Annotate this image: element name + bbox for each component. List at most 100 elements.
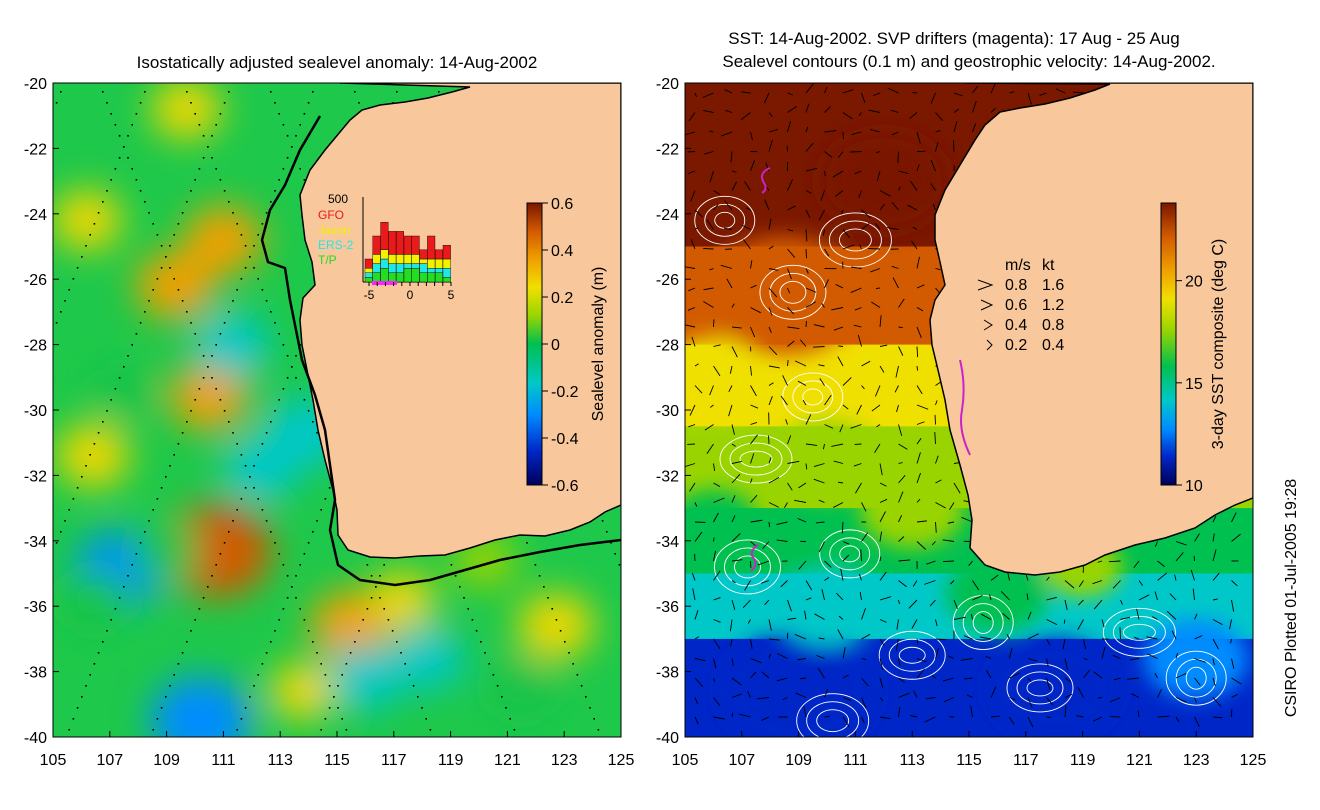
- velocity-arrow: [875, 223, 881, 230]
- track-dot: [286, 377, 289, 379]
- track-dot: [328, 707, 331, 709]
- velocity-arrow: [787, 340, 795, 347]
- velocity-arrow: [750, 326, 756, 338]
- left-title: Isostatically adjusted sealevel anomaly:…: [137, 53, 538, 72]
- inset-bar-Jason: [388, 254, 397, 264]
- velocity-arrow: [935, 619, 938, 627]
- track-dot: [211, 355, 213, 357]
- velocity-arrow: [879, 677, 884, 688]
- velocity-arrow: [804, 610, 807, 620]
- velocity-arrow: [824, 86, 828, 94]
- velocity-arrow: [816, 654, 825, 659]
- colorbar-tick-label: -0.6: [551, 478, 579, 495]
- velocity-arrow: [1077, 599, 1084, 606]
- track-dot: [257, 234, 259, 236]
- track-dot: [257, 498, 259, 500]
- velocity-legend-arrow: [977, 279, 994, 291]
- track-dot: [89, 674, 91, 676]
- track-dot: [186, 641, 188, 643]
- track-dot: [270, 641, 272, 643]
- velocity-arrow: [832, 170, 844, 178]
- velocity-arrow: [861, 697, 867, 709]
- track-dot: [265, 300, 268, 302]
- velocity-arrow: [787, 248, 796, 258]
- velocity-arrow: [768, 307, 773, 316]
- left-colorbar-label: Sealevel anomaly (m): [590, 267, 607, 422]
- velocity-arrow: [720, 131, 733, 137]
- velocity-arrow: [1154, 591, 1158, 601]
- velocity-arrow: [768, 218, 772, 230]
- right-title: SST: 14-Aug-2002. SVP drifters (magenta)…: [728, 29, 1179, 48]
- velocity-arrow: [818, 637, 825, 640]
- track-dot: [160, 267, 163, 269]
- velocity-arrow: [1138, 580, 1144, 586]
- velocity-arrow: [1171, 630, 1177, 640]
- track-dot: [265, 652, 268, 654]
- velocity-arrow: [990, 574, 999, 581]
- right-y-tick-label: -30: [656, 403, 679, 420]
- velocity-arrow: [805, 597, 812, 601]
- velocity-arrow: [704, 424, 714, 431]
- velocity-arrow: [757, 560, 770, 566]
- velocity-arrow: [1154, 672, 1158, 679]
- velocity-arrow: [990, 715, 1000, 718]
- velocity-arrow: [1231, 533, 1241, 542]
- track-dot: [156, 498, 159, 500]
- velocity-arrow: [703, 151, 714, 155]
- velocity-arrow: [703, 301, 714, 308]
- velocity-arrow: [805, 414, 812, 425]
- velocity-arrow: [782, 697, 788, 701]
- inset-x-ticks: -5 0 5: [364, 282, 455, 302]
- velocity-arrow: [935, 268, 941, 271]
- track-dot: [215, 168, 217, 170]
- sealevel-contour: [829, 537, 871, 571]
- velocity-legend-kt: 1.2: [1042, 297, 1064, 314]
- track-dot: [316, 652, 318, 654]
- track-dot: [215, 564, 217, 566]
- right-y-tick-label: -26: [656, 272, 679, 289]
- velocity-arrow: [824, 394, 832, 406]
- track-dot: [228, 531, 230, 533]
- track-dot: [261, 223, 264, 225]
- inset-bar-Jason: [442, 258, 451, 269]
- velocity-arrow: [1009, 91, 1015, 94]
- velocity-arrow: [787, 287, 791, 294]
- track-dot: [572, 663, 574, 665]
- velocity-legend-rows: 0.8 1.6 0.6 1.2 0.4 0.8 0.2 0.4: [977, 277, 1064, 354]
- velocity-arrow: [787, 268, 792, 280]
- velocity-arrow: [763, 92, 770, 104]
- velocity-arrow: [1006, 633, 1010, 640]
- velocity-arrow: [916, 404, 929, 410]
- track-dot: [484, 652, 486, 654]
- velocity-arrow: [768, 112, 773, 118]
- velocity-arrow: [730, 638, 733, 647]
- left-anomaly-field: [53, 83, 594, 737]
- velocity-arrow: [813, 324, 825, 328]
- track-dot: [366, 564, 369, 566]
- velocity-arrow: [851, 131, 862, 135]
- sealevel-contour: [972, 611, 994, 634]
- velocity-arrow: [916, 498, 921, 503]
- track-dot: [173, 234, 175, 236]
- velocity-arrow: [935, 479, 942, 484]
- velocity-arrow: [887, 87, 899, 94]
- velocity-arrow: [840, 568, 844, 581]
- velocity-arrow: [768, 287, 778, 298]
- track-dot: [274, 630, 276, 632]
- velocity-arrow: [1064, 705, 1067, 718]
- velocity-arrow: [857, 334, 862, 347]
- track-dot: [123, 146, 125, 148]
- track-dot: [316, 432, 318, 434]
- left-y-tick-label: -32: [24, 468, 47, 485]
- velocity-arrow: [694, 697, 699, 705]
- velocity-arrow: [690, 239, 696, 250]
- track-dot: [265, 520, 268, 522]
- velocity-arrow: [879, 482, 887, 487]
- velocity-arrow: [861, 716, 865, 724]
- track-dot: [219, 113, 222, 115]
- velocity-arrow: [724, 89, 733, 94]
- left-colorbar-ticks: 0.6 0.4 0.2 0 -0.2 -0.4 -0.6: [542, 196, 579, 495]
- velocity-arrow: [1072, 91, 1084, 94]
- track-dot: [236, 223, 238, 225]
- velocity-arrow: [741, 91, 751, 94]
